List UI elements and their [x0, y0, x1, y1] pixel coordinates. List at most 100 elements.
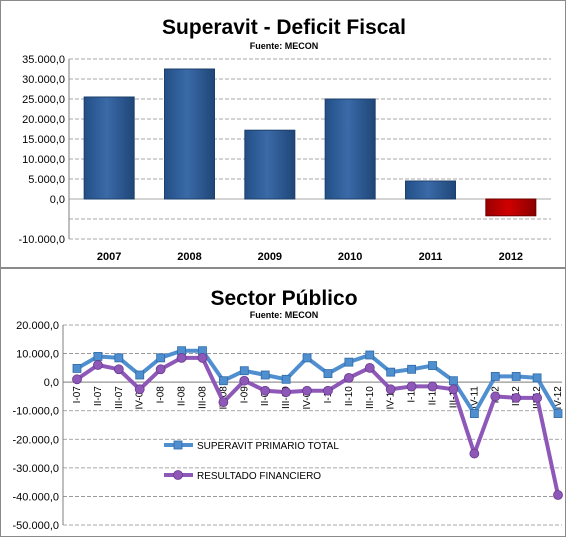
data-point	[386, 367, 396, 377]
y-tick-label: 30.000,0	[22, 74, 65, 86]
fiscal-balance-chart-panel: Superavit - Deficit Fiscal Fuente: MECON…	[0, 0, 566, 268]
data-point	[490, 372, 500, 381]
y-tick-label: -50.000,0	[13, 520, 59, 532]
data-point	[344, 357, 354, 367]
y-tick-label: 35.000,0	[22, 54, 65, 66]
bar	[244, 129, 296, 200]
data-point	[343, 372, 354, 383]
chart-title: Sector Público	[210, 287, 357, 310]
x-tick-label: II-10	[344, 386, 355, 406]
x-tick-label: I-11	[407, 386, 418, 403]
legend-label: RESULTADO FINANCIERO	[197, 471, 321, 482]
x-tick-label: 2009	[258, 251, 282, 263]
y-tick-label: 20.000,0	[22, 114, 65, 126]
data-point	[553, 490, 563, 500]
y-tick-label: 0,0	[44, 377, 59, 389]
data-point	[323, 385, 333, 396]
data-point	[385, 384, 396, 395]
data-point	[490, 391, 501, 402]
data-point	[239, 375, 250, 386]
x-tick-label: II-09	[260, 386, 271, 406]
bar	[485, 198, 537, 217]
public-sector-chart: Sector Público Fuente: MECON 20.000,0 10.…	[13, 287, 564, 532]
data-point	[93, 360, 103, 370]
data-point	[448, 384, 459, 395]
data-point	[281, 374, 291, 384]
y-tick-label: -40.000,0	[13, 491, 59, 503]
x-tick-label: II-08	[177, 386, 188, 406]
fiscal-balance-chart: Superavit - Deficit Fiscal Fuente: MECON…	[19, 16, 551, 263]
data-point	[532, 392, 542, 403]
chart-subtitle: Fuente: MECON	[250, 310, 319, 320]
data-point	[469, 409, 479, 418]
x-tick-label: IV-12	[553, 386, 564, 410]
x-tick-label: III-08	[197, 386, 208, 409]
data-point	[113, 364, 124, 375]
x-tick-label: III-09	[281, 386, 292, 409]
x-tick-label: III-10	[365, 386, 376, 409]
data-point	[532, 373, 542, 383]
x-tick-label: IV-09	[302, 386, 313, 410]
legend-marker	[173, 470, 183, 480]
y-tick-label: 0,0	[50, 194, 65, 206]
x-tick-label: 2010	[338, 251, 362, 263]
data-point	[176, 352, 187, 363]
data-point	[302, 353, 312, 363]
data-point	[155, 364, 166, 375]
x-tick-label: I-09	[239, 386, 250, 404]
data-point	[406, 381, 417, 392]
data-point	[218, 397, 229, 408]
x-tick-label: II-11	[428, 386, 439, 406]
y-tick-label: 10.000,0	[16, 349, 59, 361]
data-point	[218, 376, 228, 386]
data-point	[449, 376, 458, 386]
data-point	[407, 364, 417, 374]
x-tick-label: II-07	[93, 386, 104, 406]
y-tick-label: 5.000,0	[28, 174, 65, 186]
bar	[405, 180, 456, 200]
x-tick-label: IV-11	[469, 386, 480, 409]
data-point	[323, 369, 333, 378]
y-tick-label: -10.000,0	[19, 234, 65, 246]
y-tick-label: -30.000,0	[13, 463, 59, 475]
data-point	[511, 392, 522, 403]
y-tick-label: -10.000,0	[13, 406, 59, 418]
data-point	[114, 353, 124, 363]
data-point	[135, 370, 145, 380]
y-tick-label: 20.000,0	[16, 320, 59, 332]
data-point	[365, 350, 375, 360]
y-tick-label: -20.000,0	[13, 434, 59, 446]
x-tick-label: 2012	[499, 251, 523, 263]
bar	[164, 68, 215, 200]
chart-subtitle: Fuente: MECON	[250, 41, 319, 51]
data-point	[260, 370, 270, 380]
data-point	[428, 361, 437, 370]
data-point	[553, 409, 563, 418]
data-point	[134, 384, 145, 395]
data-point	[72, 364, 82, 373]
data-point	[156, 353, 166, 363]
data-point	[302, 385, 312, 396]
x-tick-label: IV-07	[135, 386, 146, 410]
y-tick-label: 25.000,0	[22, 94, 65, 106]
data-point	[197, 352, 208, 363]
bar	[83, 96, 135, 200]
bar	[324, 98, 376, 200]
legend-marker	[173, 440, 183, 450]
legend-label: SUPERAVIT PRIMARIO TOTAL	[197, 441, 339, 452]
x-tick-label: III-07	[114, 386, 125, 409]
x-tick-label: I-07	[72, 386, 83, 404]
data-point	[239, 366, 249, 376]
x-tick-label: 2008	[177, 251, 201, 263]
public-sector-chart-panel: Sector Público Fuente: MECON 20.000,0 10.…	[0, 268, 566, 537]
y-tick-label: 10.000,0	[22, 154, 65, 166]
data-point	[511, 372, 521, 381]
data-point	[364, 362, 375, 373]
data-point	[469, 448, 480, 459]
data-point	[72, 374, 82, 385]
chart-title: Superavit - Deficit Fiscal	[162, 16, 406, 39]
x-tick-label: 2007	[97, 251, 121, 263]
data-point	[260, 385, 271, 396]
data-point	[93, 352, 103, 361]
data-point	[427, 381, 438, 392]
